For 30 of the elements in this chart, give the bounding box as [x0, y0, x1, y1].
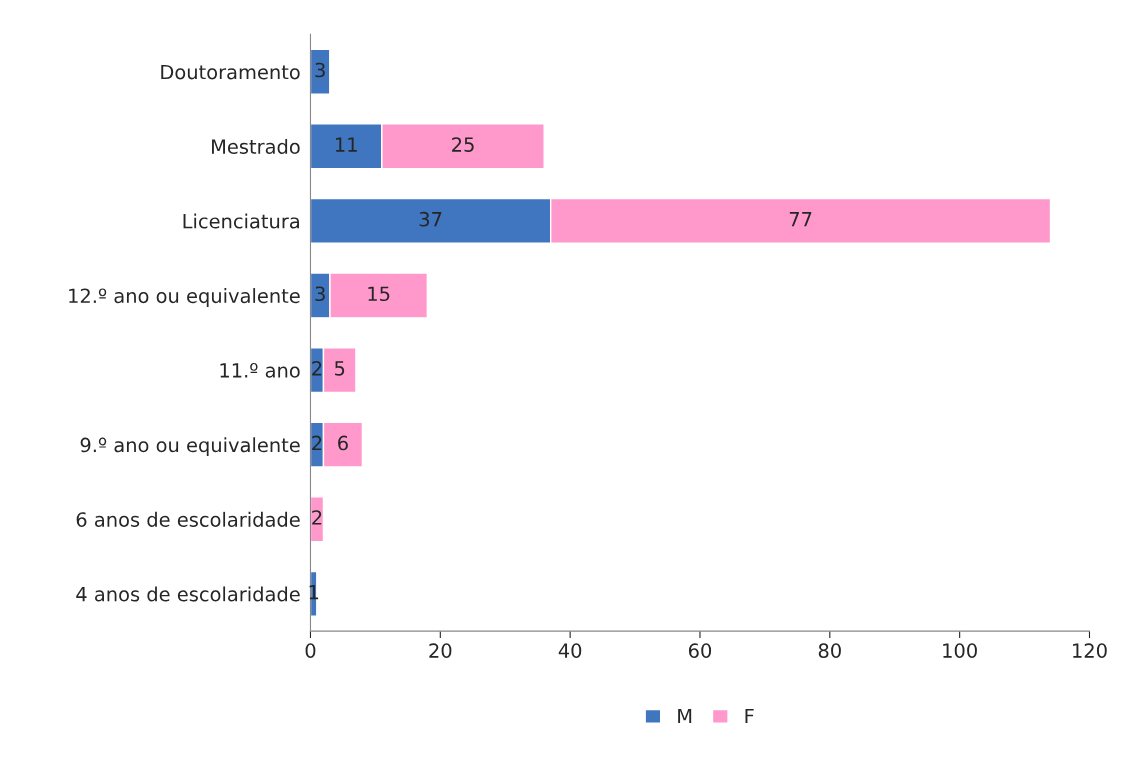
data-label: 2	[312, 510, 322, 525]
x-tick-label: 0	[305, 643, 316, 658]
bar	[310, 496, 325, 543]
x-tick-label: 40	[558, 643, 582, 658]
x-tick-label: 20	[429, 643, 452, 658]
legend-label: F	[745, 708, 754, 724]
data-label: 6	[338, 435, 348, 451]
data-label: 3	[315, 62, 325, 78]
y-tick-label: 9.º ano ou equivalente	[80, 437, 300, 457]
data-label: 15	[368, 286, 390, 302]
data-label: 2	[312, 361, 322, 376]
data-label: 37	[419, 211, 442, 227]
data-label: 25	[452, 137, 474, 152]
data-label: 11	[335, 137, 357, 152]
y-tick-label: Doutoramento	[161, 64, 300, 80]
y-tick-label: 12.º ano ou equivalente	[69, 288, 300, 307]
y-tick-label: Licenciatura	[183, 213, 299, 229]
y-tick-label: Mestrado	[212, 138, 300, 154]
y-tick-label: 6 anos de escolaridade	[76, 511, 300, 527]
y-tick-label: 4 anos de escolaridade	[76, 586, 300, 602]
data-label: 5	[335, 361, 345, 376]
x-tick-label: 60	[688, 643, 712, 658]
data-label: 3	[315, 286, 325, 302]
data-label: 77	[789, 212, 812, 227]
data-label: 2	[312, 435, 322, 451]
x-tick-label: 120	[1073, 643, 1107, 658]
x-tick-label: 100	[943, 643, 977, 658]
legend-label: M	[678, 708, 692, 724]
x-tick-label: 80	[818, 643, 841, 658]
y-tick-label: 11.º ano	[220, 363, 300, 378]
